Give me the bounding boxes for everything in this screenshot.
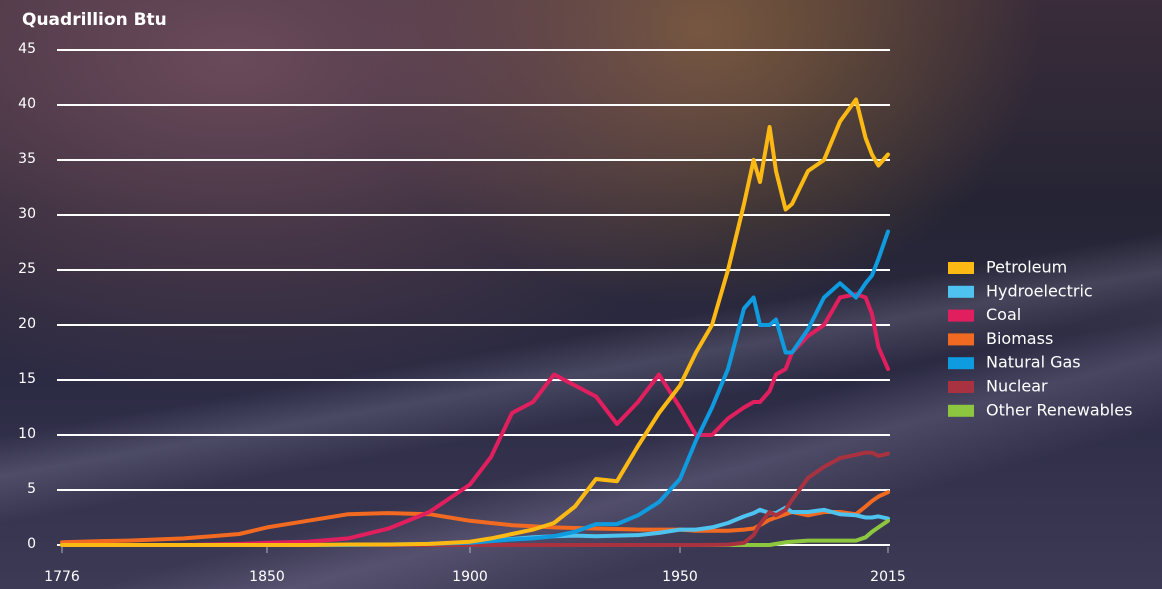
x-tick-label: 2015 bbox=[870, 569, 906, 585]
series-line bbox=[60, 490, 890, 545]
y-tick-label: 35 bbox=[18, 151, 36, 167]
legend-label: Coal bbox=[986, 305, 1021, 324]
legend-swatch bbox=[948, 262, 974, 274]
y-tick-label: 25 bbox=[18, 261, 36, 277]
legend-swatch bbox=[948, 309, 974, 322]
legend-label: Other Renewables bbox=[986, 400, 1132, 419]
y-tick-label: 20 bbox=[18, 316, 36, 332]
y-tick-label: 40 bbox=[18, 96, 36, 112]
x-tick-label: 1776 bbox=[44, 569, 80, 585]
y-tick-label: 0 bbox=[27, 536, 36, 552]
legend-swatch bbox=[948, 404, 974, 417]
y-tick-label: 5 bbox=[27, 481, 36, 497]
legend-label: Hydroelectric bbox=[986, 281, 1093, 300]
y-tick-label: 15 bbox=[18, 371, 36, 387]
series-line bbox=[60, 229, 890, 547]
series-line bbox=[60, 450, 890, 547]
y-tick-label: 10 bbox=[18, 426, 36, 442]
legend-label: Biomass bbox=[986, 329, 1053, 348]
legend-label: Natural Gas bbox=[986, 353, 1081, 372]
legend-swatch bbox=[948, 285, 974, 298]
legend-label: Nuclear bbox=[986, 377, 1048, 396]
legend-swatch bbox=[948, 357, 974, 370]
legend-swatch bbox=[948, 333, 974, 346]
x-tick-label: 1900 bbox=[452, 569, 488, 585]
y-axis-label: Quadrillion Btu bbox=[22, 10, 167, 30]
x-tick-label: 1850 bbox=[249, 569, 285, 585]
legend-swatch bbox=[948, 381, 974, 393]
y-tick-label: 30 bbox=[18, 206, 36, 222]
legend-label: Petroleum bbox=[986, 258, 1067, 277]
series-line bbox=[60, 292, 890, 547]
y-tick-label: 45 bbox=[18, 41, 36, 57]
x-tick-label: 1950 bbox=[662, 569, 698, 585]
series-line bbox=[60, 97, 890, 547]
